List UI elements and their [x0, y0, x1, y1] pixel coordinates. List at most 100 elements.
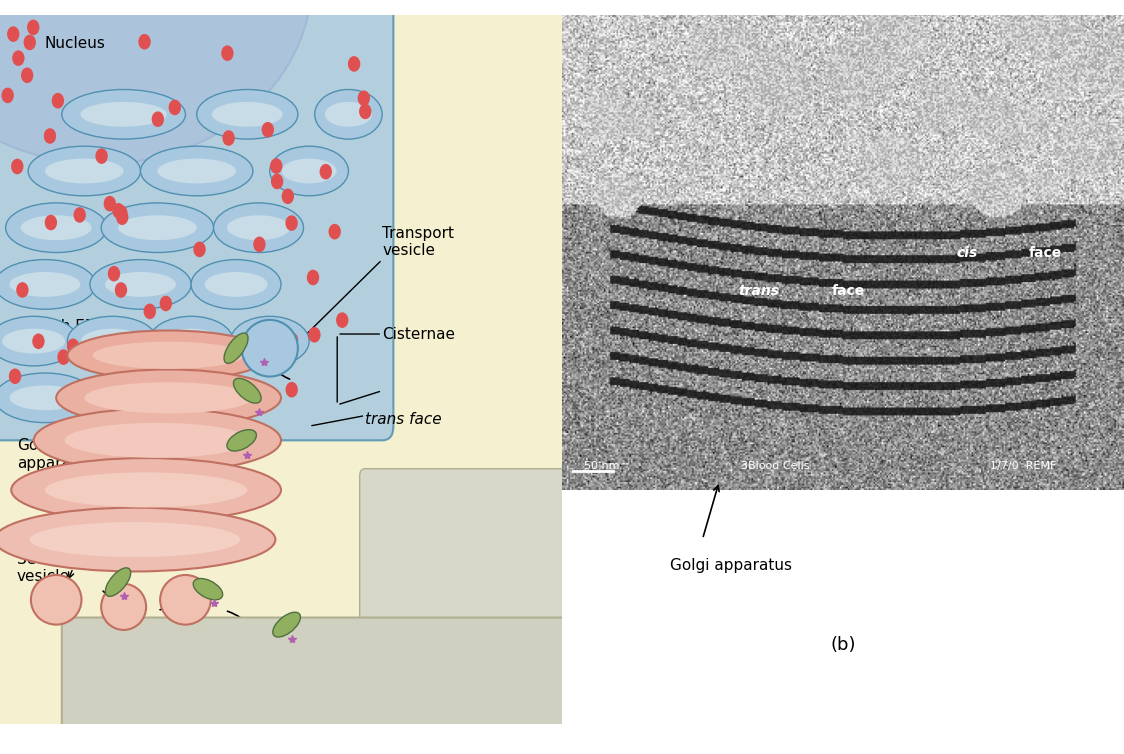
- Ellipse shape: [84, 373, 185, 422]
- Text: 1/7/0  REMF: 1/7/0 REMF: [989, 461, 1057, 471]
- Ellipse shape: [152, 112, 164, 127]
- Ellipse shape: [184, 385, 243, 410]
- Text: cis face: cis face: [169, 329, 227, 345]
- Ellipse shape: [11, 158, 24, 174]
- FancyBboxPatch shape: [62, 618, 568, 731]
- Ellipse shape: [270, 158, 282, 174]
- Text: 50 nm: 50 nm: [584, 461, 620, 471]
- Ellipse shape: [56, 369, 281, 426]
- Ellipse shape: [148, 317, 234, 366]
- Ellipse shape: [106, 568, 130, 596]
- FancyBboxPatch shape: [0, 1, 393, 440]
- Ellipse shape: [191, 259, 281, 309]
- Ellipse shape: [116, 210, 128, 225]
- Ellipse shape: [359, 103, 371, 119]
- Ellipse shape: [112, 203, 125, 219]
- Ellipse shape: [230, 317, 309, 366]
- Ellipse shape: [0, 259, 96, 309]
- Ellipse shape: [357, 90, 370, 106]
- Ellipse shape: [0, 0, 311, 164]
- Ellipse shape: [27, 20, 39, 35]
- Ellipse shape: [6, 203, 107, 253]
- Ellipse shape: [205, 272, 268, 297]
- Ellipse shape: [0, 317, 79, 366]
- Ellipse shape: [24, 35, 36, 51]
- Text: cis: cis: [957, 246, 977, 259]
- Ellipse shape: [123, 386, 135, 402]
- Ellipse shape: [31, 575, 82, 624]
- Ellipse shape: [81, 329, 144, 354]
- Ellipse shape: [92, 342, 245, 369]
- Ellipse shape: [144, 304, 156, 319]
- Ellipse shape: [262, 122, 274, 137]
- Ellipse shape: [7, 26, 19, 42]
- Text: face: face: [832, 284, 865, 298]
- Ellipse shape: [33, 333, 45, 349]
- Text: trans face: trans face: [365, 412, 442, 427]
- Ellipse shape: [271, 173, 283, 189]
- Ellipse shape: [162, 329, 220, 354]
- Ellipse shape: [21, 68, 34, 83]
- Ellipse shape: [319, 164, 332, 179]
- Ellipse shape: [1, 87, 13, 103]
- Ellipse shape: [103, 196, 116, 211]
- Ellipse shape: [234, 379, 261, 403]
- Ellipse shape: [21, 216, 91, 240]
- Ellipse shape: [108, 266, 120, 281]
- Ellipse shape: [197, 90, 298, 139]
- Text: Transport
vesicle: Transport vesicle: [382, 225, 454, 258]
- Ellipse shape: [281, 158, 337, 183]
- Ellipse shape: [242, 329, 297, 354]
- Ellipse shape: [57, 349, 70, 365]
- Ellipse shape: [308, 327, 320, 342]
- Ellipse shape: [315, 90, 382, 139]
- Ellipse shape: [169, 100, 181, 115]
- Ellipse shape: [45, 215, 57, 230]
- Ellipse shape: [115, 205, 127, 220]
- Ellipse shape: [101, 203, 214, 253]
- Ellipse shape: [157, 158, 236, 183]
- Ellipse shape: [140, 146, 253, 196]
- Ellipse shape: [28, 146, 140, 196]
- Text: (a): (a): [269, 699, 293, 717]
- Ellipse shape: [105, 272, 175, 297]
- Ellipse shape: [242, 320, 298, 376]
- Ellipse shape: [2, 329, 65, 354]
- Text: trans: trans: [738, 284, 779, 298]
- Ellipse shape: [328, 224, 341, 240]
- Text: Golgi
apparatus: Golgi apparatus: [17, 438, 94, 470]
- Ellipse shape: [52, 93, 64, 109]
- Text: Nucleus: Nucleus: [45, 36, 106, 51]
- Text: Secretory
vesicle: Secretory vesicle: [17, 552, 91, 584]
- Ellipse shape: [118, 216, 197, 240]
- Ellipse shape: [44, 128, 56, 144]
- Ellipse shape: [307, 270, 319, 285]
- Ellipse shape: [133, 365, 145, 381]
- Ellipse shape: [193, 578, 223, 600]
- Ellipse shape: [84, 381, 97, 397]
- Ellipse shape: [253, 237, 265, 252]
- Text: Golgi apparatus: Golgi apparatus: [670, 558, 791, 573]
- Ellipse shape: [227, 216, 290, 240]
- Ellipse shape: [282, 188, 294, 204]
- FancyBboxPatch shape: [0, 15, 562, 724]
- Ellipse shape: [16, 282, 28, 298]
- Ellipse shape: [84, 382, 253, 413]
- Ellipse shape: [9, 385, 81, 410]
- Ellipse shape: [0, 507, 275, 572]
- Ellipse shape: [224, 333, 248, 363]
- Ellipse shape: [325, 102, 372, 127]
- Ellipse shape: [223, 130, 235, 146]
- Ellipse shape: [221, 45, 234, 61]
- Ellipse shape: [138, 34, 151, 50]
- Ellipse shape: [45, 473, 247, 507]
- Ellipse shape: [285, 382, 298, 397]
- FancyBboxPatch shape: [360, 469, 584, 731]
- Ellipse shape: [285, 216, 298, 231]
- Ellipse shape: [65, 423, 250, 458]
- Ellipse shape: [90, 259, 191, 309]
- Ellipse shape: [336, 312, 348, 328]
- Ellipse shape: [226, 356, 238, 372]
- Ellipse shape: [227, 430, 256, 451]
- Ellipse shape: [81, 102, 166, 127]
